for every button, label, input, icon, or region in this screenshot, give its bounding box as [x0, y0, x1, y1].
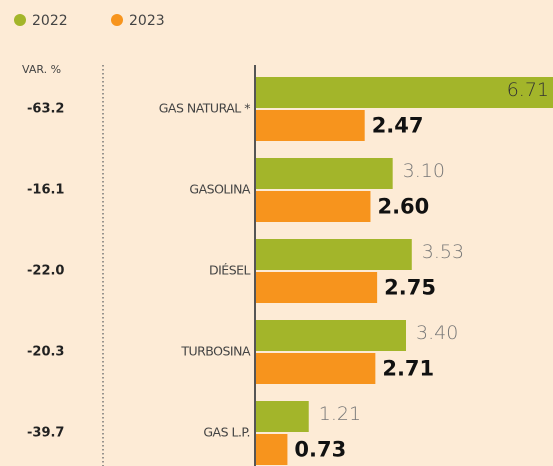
variation-value: -63.2 [27, 102, 64, 117]
value-label: 3.10 [403, 160, 445, 182]
category-label: GAS L.P. [203, 425, 250, 440]
legend-label: 2023 [129, 13, 165, 29]
bar [255, 353, 376, 384]
category-label: TURBOSINA [180, 344, 251, 359]
value-label: 2.75 [384, 276, 436, 300]
bar [255, 401, 309, 432]
variation-value: -16.1 [27, 183, 64, 198]
value-label: 0.73 [294, 438, 346, 462]
bar [255, 272, 378, 303]
bar [255, 191, 371, 222]
bar [255, 77, 553, 108]
variation-value: -22.0 [27, 264, 64, 279]
variation-value: -39.7 [27, 426, 64, 441]
value-label: 2.47 [372, 114, 424, 138]
bar [255, 239, 412, 270]
legend-swatch [14, 14, 26, 26]
category-label: GASOLINA [189, 182, 251, 197]
bar [255, 320, 406, 351]
bar [255, 158, 393, 189]
legend-swatch [111, 14, 123, 26]
category-label: GAS NATURAL * [159, 101, 251, 116]
value-label: 3.53 [422, 241, 464, 263]
value-label: 3.40 [416, 322, 458, 344]
value-label: 1.21 [319, 403, 361, 425]
bar [255, 110, 365, 141]
variation-value: -20.3 [27, 345, 64, 360]
category-label: DIÉSEL [209, 263, 251, 278]
bar [255, 434, 288, 465]
legend-label: 2022 [32, 13, 68, 29]
value-label: 6.71 [507, 79, 549, 101]
variation-header: VAR. % [22, 63, 61, 76]
value-label: 2.71 [382, 357, 434, 381]
value-label: 2.60 [377, 195, 429, 219]
